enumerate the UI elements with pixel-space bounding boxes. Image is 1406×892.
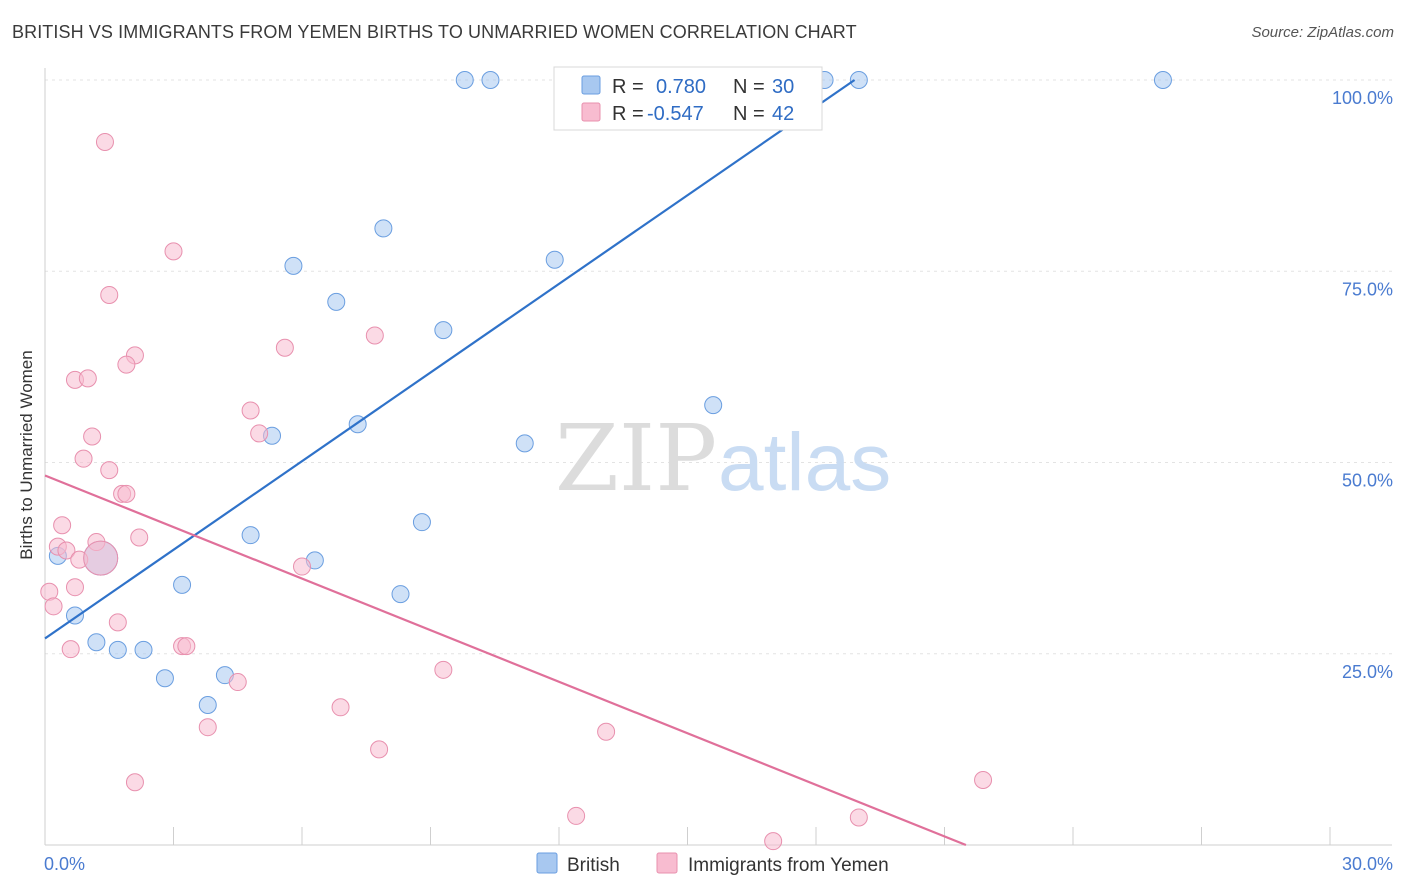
data-point-british: [327, 292, 346, 311]
data-point-yemen: [764, 832, 783, 851]
data-point-yemen: [434, 660, 453, 679]
stats-n-value: 42: [772, 103, 794, 125]
x-tick-label: 30.0%: [1342, 854, 1393, 874]
stats-r-value: 0.780: [656, 76, 706, 98]
data-point-yemen: [78, 369, 97, 388]
data-point-british: [481, 71, 500, 89]
data-point-british: [849, 71, 868, 89]
data-point-yemen: [108, 613, 127, 632]
data-point-british: [87, 633, 106, 652]
data-point-british: [704, 396, 723, 415]
y-tick-label: 25.0%: [1342, 662, 1393, 682]
data-point-british: [198, 696, 217, 715]
chart-title: BRITISH VS IMMIGRANTS FROM YEMEN BIRTHS …: [12, 22, 857, 42]
data-point-yemen: [293, 557, 311, 576]
data-point-yemen: [250, 424, 269, 443]
data-point-yemen: [125, 773, 144, 792]
watermark-atlas: atlas: [718, 417, 891, 508]
data-point-british: [515, 434, 534, 453]
data-point-yemen: [100, 461, 119, 480]
data-point-yemen: [130, 528, 149, 547]
data-point-yemen: [100, 285, 119, 304]
legend-label-yemen: Immigrants from Yemen: [688, 855, 889, 876]
data-point-yemen: [370, 740, 389, 759]
data-point-yemen: [567, 806, 586, 825]
data-point-yemen: [228, 673, 247, 692]
stats-r-value: -0.547: [647, 103, 704, 125]
data-point-yemen: [53, 516, 72, 535]
data-point-yemen: [164, 242, 183, 261]
data-point-british: [391, 585, 410, 604]
trend-lines: [44, 79, 967, 847]
data-point-yemen: [365, 326, 384, 345]
tick-labels: 25.0% 50.0% 75.0% 100.0% 0.0% 30.0%: [44, 88, 1393, 874]
legend-item-british: British: [536, 852, 620, 876]
data-point-british: [374, 219, 393, 238]
y-tick-label: 50.0%: [1342, 471, 1393, 491]
data-point-yemen: [57, 541, 76, 560]
legend-label-british: British: [567, 855, 620, 876]
data-point-british: [108, 640, 127, 659]
data-point-yemen: [61, 640, 80, 659]
data-point-yemen: [74, 449, 93, 468]
trend-line-yemen: [44, 474, 967, 847]
stats-r-label: R =: [612, 103, 644, 125]
data-point-british: [173, 575, 192, 594]
grid: [45, 79, 1392, 655]
data-point-yemen: [974, 770, 993, 789]
data-point-yemen: [331, 698, 350, 717]
data-point-british: [412, 513, 431, 532]
data-point-british: [155, 669, 174, 688]
data-point-british: [455, 71, 474, 89]
y-axis-title: Births to Unmarried Women: [17, 350, 36, 559]
stats-box: R = 0.780 N = 30 R = -0.547 N = 42: [553, 66, 823, 131]
data-point-british: [134, 640, 153, 659]
data-point-yemen: [83, 427, 102, 446]
axes: [44, 68, 1392, 846]
watermark-zip: ZIP: [555, 405, 717, 512]
stats-r-label: R =: [612, 76, 644, 98]
stats-swatch-yemen: [581, 102, 601, 122]
legend-swatch-british: [536, 852, 558, 874]
stats-swatch-british: [581, 75, 601, 95]
data-point-yemen: [177, 637, 196, 656]
data-point-yemen: [117, 484, 136, 503]
data-point-british: [434, 321, 453, 340]
data-point-yemen: [241, 401, 260, 420]
y-tick-label: 100.0%: [1332, 88, 1393, 108]
data-point-yemen: [198, 718, 217, 737]
data-point-british: [545, 250, 564, 269]
legend-item-yemen: Immigrants from Yemen: [656, 852, 889, 876]
data-point-british: [284, 256, 303, 275]
data-point-yemen: [597, 722, 616, 741]
stats-n-label: N =: [733, 76, 765, 98]
stats-row-yemen: R = -0.547 N = 42: [581, 102, 794, 125]
data-point-british: [1153, 71, 1172, 89]
source-credit: Source: ZipAtlas.com: [1251, 24, 1394, 41]
legend-swatch-yemen: [656, 852, 678, 874]
stats-n-label: N =: [733, 103, 765, 125]
legend: British Immigrants from Yemen: [536, 852, 889, 876]
trend-line-british: [44, 79, 856, 640]
data-point-yemen: [849, 808, 868, 827]
y-tick-label: 75.0%: [1342, 279, 1393, 299]
data-point-yemen: [95, 132, 114, 151]
stats-row-british: R = 0.780 N = 30: [581, 75, 794, 98]
data-point-yemen: [275, 338, 294, 357]
data-point-yemen: [44, 597, 63, 616]
data-point-yemen: [83, 540, 119, 576]
watermark: ZIP atlas: [555, 405, 891, 512]
stats-n-value: 30: [772, 76, 794, 98]
data-point-british: [241, 526, 260, 545]
data-point-yemen: [65, 578, 84, 597]
data-points: [40, 71, 1172, 851]
data-point-yemen: [117, 355, 136, 374]
x-tick-label: 0.0%: [44, 854, 85, 874]
